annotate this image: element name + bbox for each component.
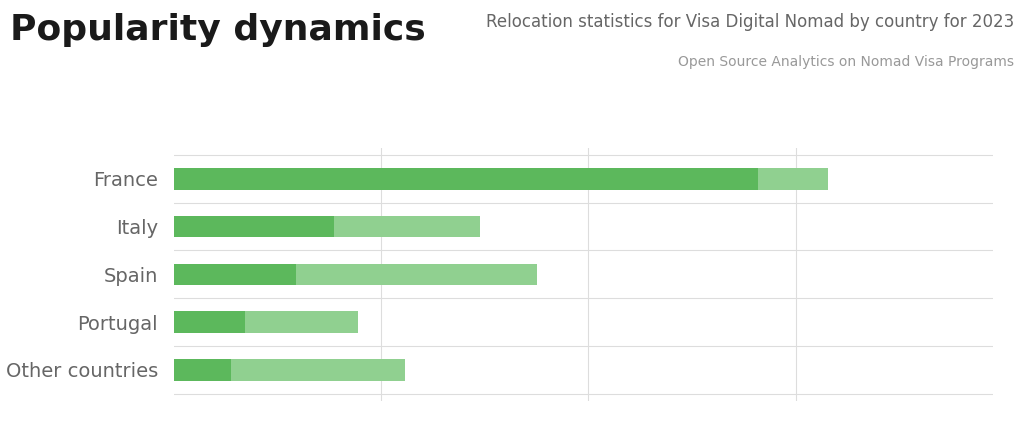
Text: Popularity dynamics: Popularity dynamics: [10, 13, 426, 47]
Bar: [334, 216, 480, 237]
Bar: [174, 264, 297, 285]
Bar: [758, 168, 828, 189]
Bar: [297, 264, 537, 285]
Bar: [174, 311, 245, 333]
Bar: [174, 216, 334, 237]
Bar: [245, 311, 357, 333]
Bar: [230, 359, 404, 381]
Bar: [174, 168, 758, 189]
Text: Relocation statistics for Visa Digital Nomad by country for 2023: Relocation statistics for Visa Digital N…: [485, 13, 1014, 31]
Text: Open Source Analytics on Nomad Visa Programs: Open Source Analytics on Nomad Visa Prog…: [678, 55, 1014, 69]
Bar: [174, 359, 230, 381]
